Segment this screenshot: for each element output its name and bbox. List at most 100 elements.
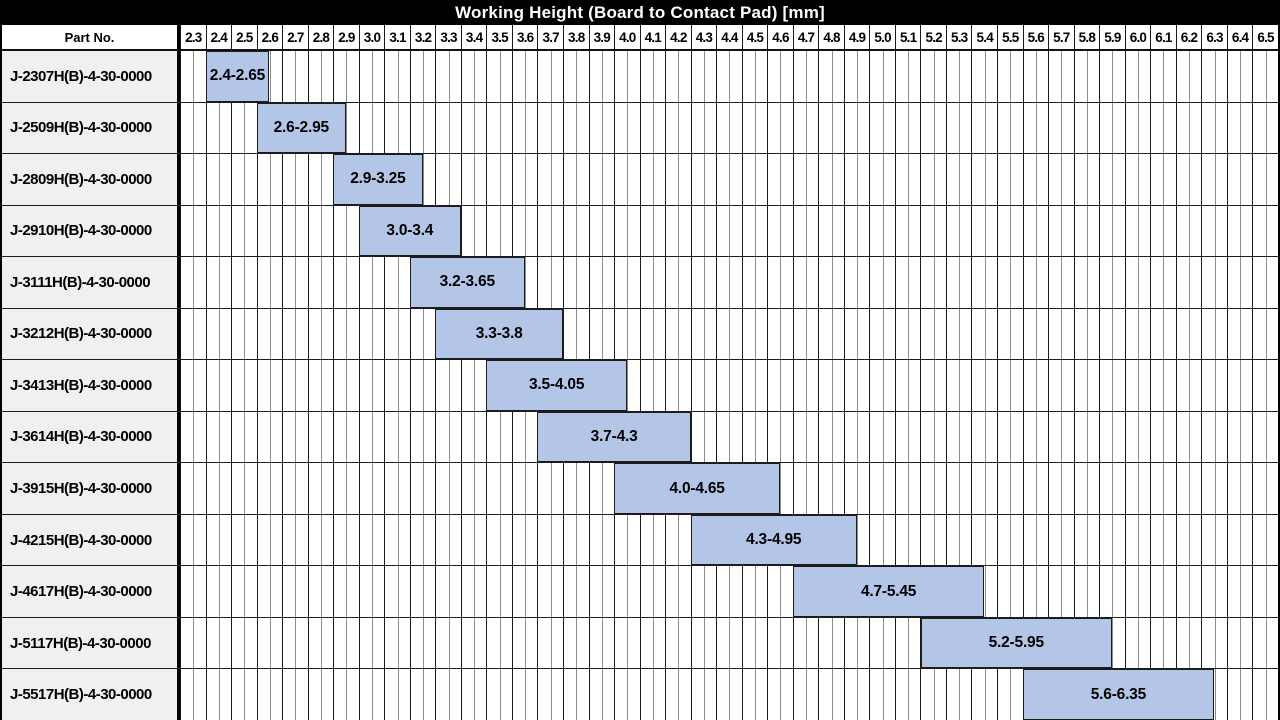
grid-cell — [843, 669, 870, 720]
grid-cell — [384, 617, 410, 669]
grid-cell — [997, 669, 1023, 720]
grid-cell — [869, 360, 895, 411]
grid-cell — [256, 257, 283, 308]
grid-cell — [256, 360, 283, 411]
grid-cell — [1226, 617, 1253, 669]
grid-cell — [971, 514, 997, 566]
grid-cell — [971, 308, 997, 360]
grid-cell — [818, 257, 844, 308]
row-grid: 2.4-2.65 — [180, 51, 1278, 102]
grid-cell — [945, 463, 972, 514]
grid-cell — [384, 411, 410, 463]
grid-cell — [945, 308, 972, 360]
grid-cell — [486, 154, 512, 205]
grid-cell — [971, 51, 997, 102]
grid-cell — [435, 514, 461, 566]
grid-cell — [1226, 514, 1253, 566]
grid-cell — [1252, 102, 1278, 154]
grid-cell — [1022, 360, 1049, 411]
row-grid: 4.7-5.45 — [180, 566, 1278, 617]
grid-cell — [1048, 566, 1074, 617]
grid-cell — [511, 617, 538, 669]
tick-label: 4.2 — [665, 25, 691, 49]
grid-cell — [614, 566, 640, 617]
grid-cell — [333, 308, 359, 360]
table-row: J-4215H(B)-4-30-0000 4.3-4.95 — [2, 513, 1278, 566]
grid-cell — [639, 51, 666, 102]
grid-cell — [205, 411, 232, 463]
grid-cell — [333, 360, 359, 411]
grid-cell — [690, 51, 717, 102]
grid-cell — [869, 154, 895, 205]
tick-label: 4.5 — [741, 25, 768, 49]
tick-label: 5.8 — [1073, 25, 1100, 49]
part-no-cell: J-3212H(B)-4-30-0000 — [2, 308, 180, 360]
grid-cell — [767, 669, 793, 720]
grid-cell — [231, 102, 257, 154]
grid-cell — [894, 257, 921, 308]
grid-cell — [358, 51, 385, 102]
grid-cell — [460, 669, 487, 720]
grid-cell — [205, 514, 232, 566]
grid-cell — [614, 257, 640, 308]
grid-cell — [614, 617, 640, 669]
grid-cell — [205, 617, 232, 669]
grid-cell — [869, 514, 895, 566]
grid-cell — [486, 617, 512, 669]
grid-cell — [282, 514, 308, 566]
grid-cell — [409, 308, 436, 360]
grid-cell — [716, 205, 742, 257]
grid-cell — [1150, 463, 1176, 514]
grid-cell — [1226, 669, 1253, 720]
grid-cell — [460, 411, 487, 463]
grid-cell — [1175, 308, 1202, 360]
grid-cell — [384, 51, 410, 102]
grid-cell — [792, 102, 819, 154]
grid-cell — [920, 669, 946, 720]
tick-label: 4.9 — [843, 25, 870, 49]
grid-cell — [256, 463, 283, 514]
grid-cell — [358, 463, 385, 514]
grid-cell — [1022, 257, 1049, 308]
grid-cell — [333, 257, 359, 308]
grid-cell — [460, 102, 487, 154]
grid-cell — [792, 463, 819, 514]
table-row: J-5517H(B)-4-30-0000 5.6-6.35 — [2, 668, 1278, 720]
grid-cell — [639, 669, 666, 720]
grid-cell — [409, 411, 436, 463]
grid-cell — [997, 51, 1023, 102]
grid-cell — [562, 463, 589, 514]
grid-cell — [767, 257, 793, 308]
grid-cell — [1252, 617, 1278, 669]
grid-cell — [741, 154, 768, 205]
grid-cell — [511, 463, 538, 514]
row-grid: 3.2-3.65 — [180, 257, 1278, 308]
grid-cell — [1099, 154, 1125, 205]
grid-cell — [231, 463, 257, 514]
grid-cell — [690, 102, 717, 154]
grid-cell — [486, 669, 512, 720]
grid-cell — [409, 566, 436, 617]
grid-cell — [920, 102, 946, 154]
grid-cell — [435, 463, 461, 514]
grid-cell — [997, 205, 1023, 257]
grid-cell — [358, 360, 385, 411]
grid-cell — [180, 308, 206, 360]
grid-cell — [971, 154, 997, 205]
tick-label: 3.6 — [511, 25, 538, 49]
grid-cell — [1048, 257, 1074, 308]
grid-cell — [639, 514, 666, 566]
grid-cell — [741, 51, 768, 102]
grid-cell — [1175, 514, 1202, 566]
grid-cell — [435, 411, 461, 463]
grid-cell — [537, 205, 563, 257]
grid-cell — [307, 308, 334, 360]
grid-cell — [231, 308, 257, 360]
tick-label: 3.7 — [537, 25, 563, 49]
grid-cell — [792, 154, 819, 205]
grid-cell — [384, 669, 410, 720]
grid-cell — [1175, 257, 1202, 308]
tick-label: 3.8 — [562, 25, 589, 49]
grid-cell — [1073, 205, 1100, 257]
grid-cell — [971, 411, 997, 463]
